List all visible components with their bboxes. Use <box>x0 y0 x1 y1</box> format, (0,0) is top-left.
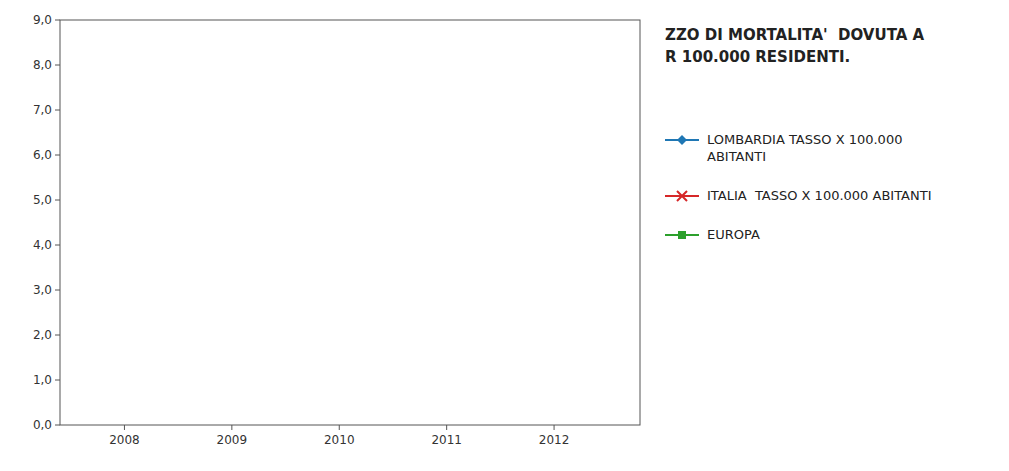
y-tick-label: 2,0 <box>33 328 52 342</box>
x-tick-label: 2011 <box>431 433 462 447</box>
y-tick <box>55 425 60 426</box>
y-tick <box>55 380 60 381</box>
y-tick-label: 0,0 <box>33 418 52 432</box>
y-tick <box>55 335 60 336</box>
y-tick-label: 9,0 <box>33 13 52 27</box>
y-tick-label: 3,0 <box>33 283 52 297</box>
y-tick-label: 7,0 <box>33 103 52 117</box>
x-tick <box>124 425 125 430</box>
x-tick <box>554 425 555 430</box>
y-tick-label: 4,0 <box>33 238 52 252</box>
title: ZZO DI MORTALITA' DOVUTA AR 100.000 RESI… <box>665 26 925 66</box>
x-tick-label: 2009 <box>217 433 248 447</box>
legend-label: EUROPA <box>707 227 760 242</box>
plot-frame <box>60 20 640 425</box>
legend-item: ITALIA TASSO X 100.000 ABITANTI <box>665 188 932 203</box>
y-tick-label: 6,0 <box>33 148 52 162</box>
legend-marker <box>678 231 686 239</box>
y-tick <box>55 245 60 246</box>
legend-marker <box>677 135 687 145</box>
y-tick-label: 1,0 <box>33 373 52 387</box>
y-tick <box>55 290 60 291</box>
y-tick <box>55 65 60 66</box>
y-tick-label: 8,0 <box>33 58 52 72</box>
legend-label: LOMBARDIA TASSO X 100.000ABITANTI <box>707 132 902 164</box>
chart: 0,0 1,0 2,0 3,0 4,0 5,0 6,0 7,0 8,0 9,0 2008 2009 20… <box>0 0 1009 471</box>
legend-label: ITALIA TASSO X 100.000 ABITANTI <box>707 188 932 203</box>
x-tick-label: 2008 <box>109 433 140 447</box>
y-tick <box>55 110 60 111</box>
x-tick <box>231 425 232 430</box>
x-tick <box>446 425 447 430</box>
y-tick-label: 5,0 <box>33 193 52 207</box>
y-tick <box>55 200 60 201</box>
x-tick-label: 2012 <box>539 433 570 447</box>
x-tick-label: 2010 <box>324 433 355 447</box>
legend-marker <box>677 191 687 201</box>
y-tick <box>55 20 60 21</box>
y-tick <box>55 155 60 156</box>
legend-item: EUROPA <box>665 227 760 242</box>
x-tick <box>339 425 340 430</box>
legend-item: LOMBARDIA TASSO X 100.000ABITANTI <box>665 132 902 164</box>
